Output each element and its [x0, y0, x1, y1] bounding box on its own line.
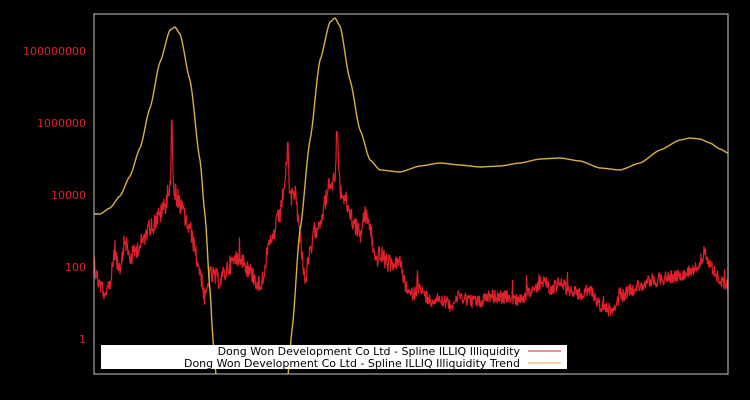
- legend-label-illiquidity: Dong Won Development Co Ltd - Spline ILL…: [218, 345, 521, 358]
- y-axis: 1 100 10000 1000000 100000000: [23, 45, 86, 346]
- y-tick-label-1000000: 1000000: [37, 117, 86, 130]
- legend-label-trend: Dong Won Development Co Ltd - Spline ILL…: [184, 357, 520, 370]
- y-tick-label-10000: 10000: [51, 189, 86, 202]
- trend-series-line: [94, 17, 728, 374]
- plot-area: [94, 17, 728, 374]
- y-tick-label-1: 1: [79, 333, 86, 346]
- y-tick-label-100000000: 100000000: [23, 45, 86, 58]
- plot-frame: [93, 13, 729, 375]
- illiquidity-series-line: [94, 119, 728, 317]
- legend-box: [101, 345, 567, 369]
- y-tick-label-100: 100: [65, 261, 86, 274]
- legend: Dong Won Development Co Ltd - Spline ILL…: [101, 345, 567, 370]
